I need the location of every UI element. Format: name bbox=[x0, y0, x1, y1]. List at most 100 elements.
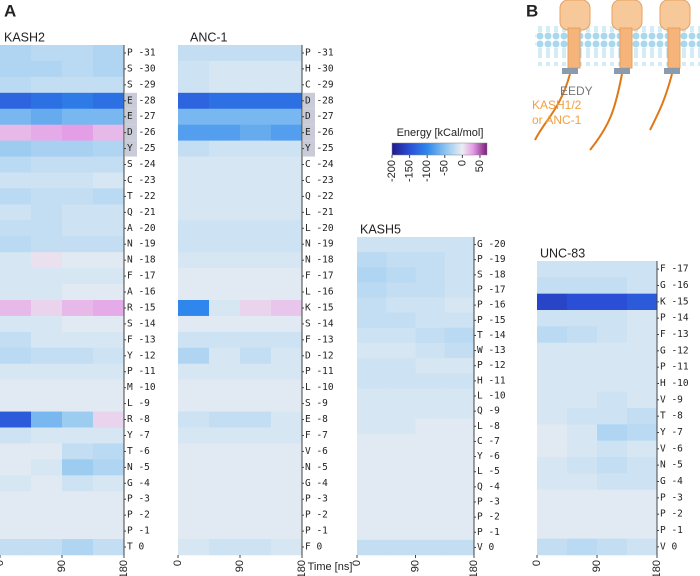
row-label: F 0 bbox=[305, 542, 322, 553]
x-tick-label: 0 bbox=[351, 560, 363, 566]
heatmap-cell bbox=[271, 331, 303, 349]
row-label: W -13 bbox=[477, 345, 506, 356]
heatmap-cell bbox=[93, 523, 125, 540]
heatmap-cell bbox=[93, 475, 125, 492]
heatmap-cell bbox=[0, 347, 32, 365]
heatmap-cell bbox=[444, 237, 475, 253]
heatmap-cell bbox=[627, 457, 658, 474]
heatmap-cell bbox=[271, 45, 303, 62]
row-label: V -9 bbox=[660, 394, 683, 405]
heatmap-cell bbox=[415, 433, 446, 450]
heatmap-cell bbox=[178, 92, 210, 110]
row-highlight bbox=[303, 108, 315, 125]
row-label: V 0 bbox=[660, 541, 677, 552]
heatmap-cell bbox=[627, 391, 658, 409]
heatmap-cell bbox=[0, 156, 32, 173]
heatmap-cell bbox=[93, 45, 125, 62]
row-label: N -19 bbox=[305, 239, 334, 250]
heatmap-cell bbox=[0, 92, 32, 110]
heatmap-cell bbox=[567, 457, 598, 474]
x-tick-label: 180 bbox=[651, 560, 663, 576]
row-label: Q -22 bbox=[305, 191, 334, 202]
heatmap-cell bbox=[178, 140, 210, 157]
heatmap-cell bbox=[357, 509, 387, 526]
heatmap-cell bbox=[444, 418, 475, 435]
heatmap-cell bbox=[240, 284, 272, 301]
heatmap-cell bbox=[62, 491, 94, 508]
x-tick-label: 180 bbox=[118, 560, 130, 576]
heatmap-cell bbox=[240, 252, 272, 269]
row-label: H -30 bbox=[305, 63, 334, 74]
heatmap-cell bbox=[537, 342, 568, 360]
heatmap-cell bbox=[415, 388, 446, 404]
heatmap-cell bbox=[567, 293, 598, 311]
row-label: P -2 bbox=[660, 509, 683, 520]
colorbar-tick-label: -50 bbox=[439, 160, 451, 176]
row-label: P -2 bbox=[477, 512, 500, 523]
heatmap-cell bbox=[537, 473, 568, 490]
heatmap-cell bbox=[0, 363, 32, 380]
row-label: H -10 bbox=[660, 378, 689, 389]
heatmap-cell bbox=[386, 403, 416, 420]
row-label: T -22 bbox=[127, 191, 156, 202]
heatmap-cell bbox=[597, 375, 628, 392]
heatmap-cell bbox=[209, 315, 241, 333]
row-label: G -20 bbox=[477, 239, 506, 250]
heatmap-cell bbox=[0, 268, 32, 285]
heatmap-cell bbox=[62, 300, 94, 317]
x-tick-label: 90 bbox=[234, 560, 246, 572]
heatmap-cell bbox=[62, 236, 94, 253]
heatmap-cell bbox=[0, 539, 32, 556]
heatmap-cell bbox=[93, 300, 125, 317]
heatmap-cell bbox=[93, 427, 125, 444]
heatmap-cell bbox=[597, 391, 628, 409]
heatmap-cell bbox=[357, 464, 387, 480]
heatmap-cell bbox=[240, 124, 272, 141]
heatmap-cell bbox=[62, 204, 94, 221]
heatmap-cell bbox=[178, 172, 210, 189]
row-label: T -14 bbox=[477, 330, 506, 341]
heatmap-cell bbox=[209, 124, 241, 141]
row-label: N -18 bbox=[127, 255, 156, 266]
heatmap-cell bbox=[357, 373, 387, 389]
heatmap-cell bbox=[386, 237, 416, 253]
row-label: S -9 bbox=[305, 398, 328, 409]
heatmap-cell bbox=[415, 267, 446, 283]
heatmap-cell bbox=[597, 538, 628, 556]
heatmap-cell bbox=[31, 172, 63, 189]
heatmap-cell bbox=[415, 237, 446, 253]
heatmap-cell bbox=[415, 524, 446, 541]
heatmap-cell bbox=[93, 188, 125, 205]
heatmap-cell bbox=[597, 522, 628, 539]
heatmap-cell bbox=[31, 347, 63, 365]
heatmap-cell bbox=[240, 491, 272, 508]
heatmap-cell bbox=[415, 297, 446, 314]
heatmap-cell bbox=[537, 326, 568, 343]
row-label: A -20 bbox=[127, 223, 156, 234]
row-label: P -2 bbox=[305, 510, 328, 521]
heatmap-cell bbox=[271, 76, 303, 94]
heatmap-cell bbox=[62, 427, 94, 444]
row-label: N -5 bbox=[127, 462, 150, 473]
heatmap-cell bbox=[0, 252, 32, 269]
heatmap-cell bbox=[93, 507, 125, 524]
row-highlight bbox=[125, 140, 137, 157]
heatmap-cell bbox=[444, 403, 475, 420]
heatmap-cell bbox=[209, 92, 241, 110]
heatmap-cell bbox=[0, 300, 32, 317]
heatmap-cell bbox=[209, 108, 241, 125]
heatmap-cell bbox=[31, 204, 63, 221]
heatmap-cell bbox=[567, 473, 598, 490]
heatmap-cell bbox=[209, 443, 241, 460]
heatmap-cell bbox=[627, 489, 658, 507]
colorbar-tick-label: 50 bbox=[474, 160, 486, 172]
heatmap-cell bbox=[178, 45, 210, 62]
heatmap-cell bbox=[271, 172, 303, 189]
row-label: P -3 bbox=[477, 497, 500, 508]
heatmap-cell bbox=[627, 326, 658, 343]
row-label: V -6 bbox=[660, 443, 683, 454]
heatmap-cell bbox=[178, 427, 210, 444]
heatmap-cell bbox=[271, 395, 303, 412]
row-label: C -23 bbox=[127, 175, 156, 186]
